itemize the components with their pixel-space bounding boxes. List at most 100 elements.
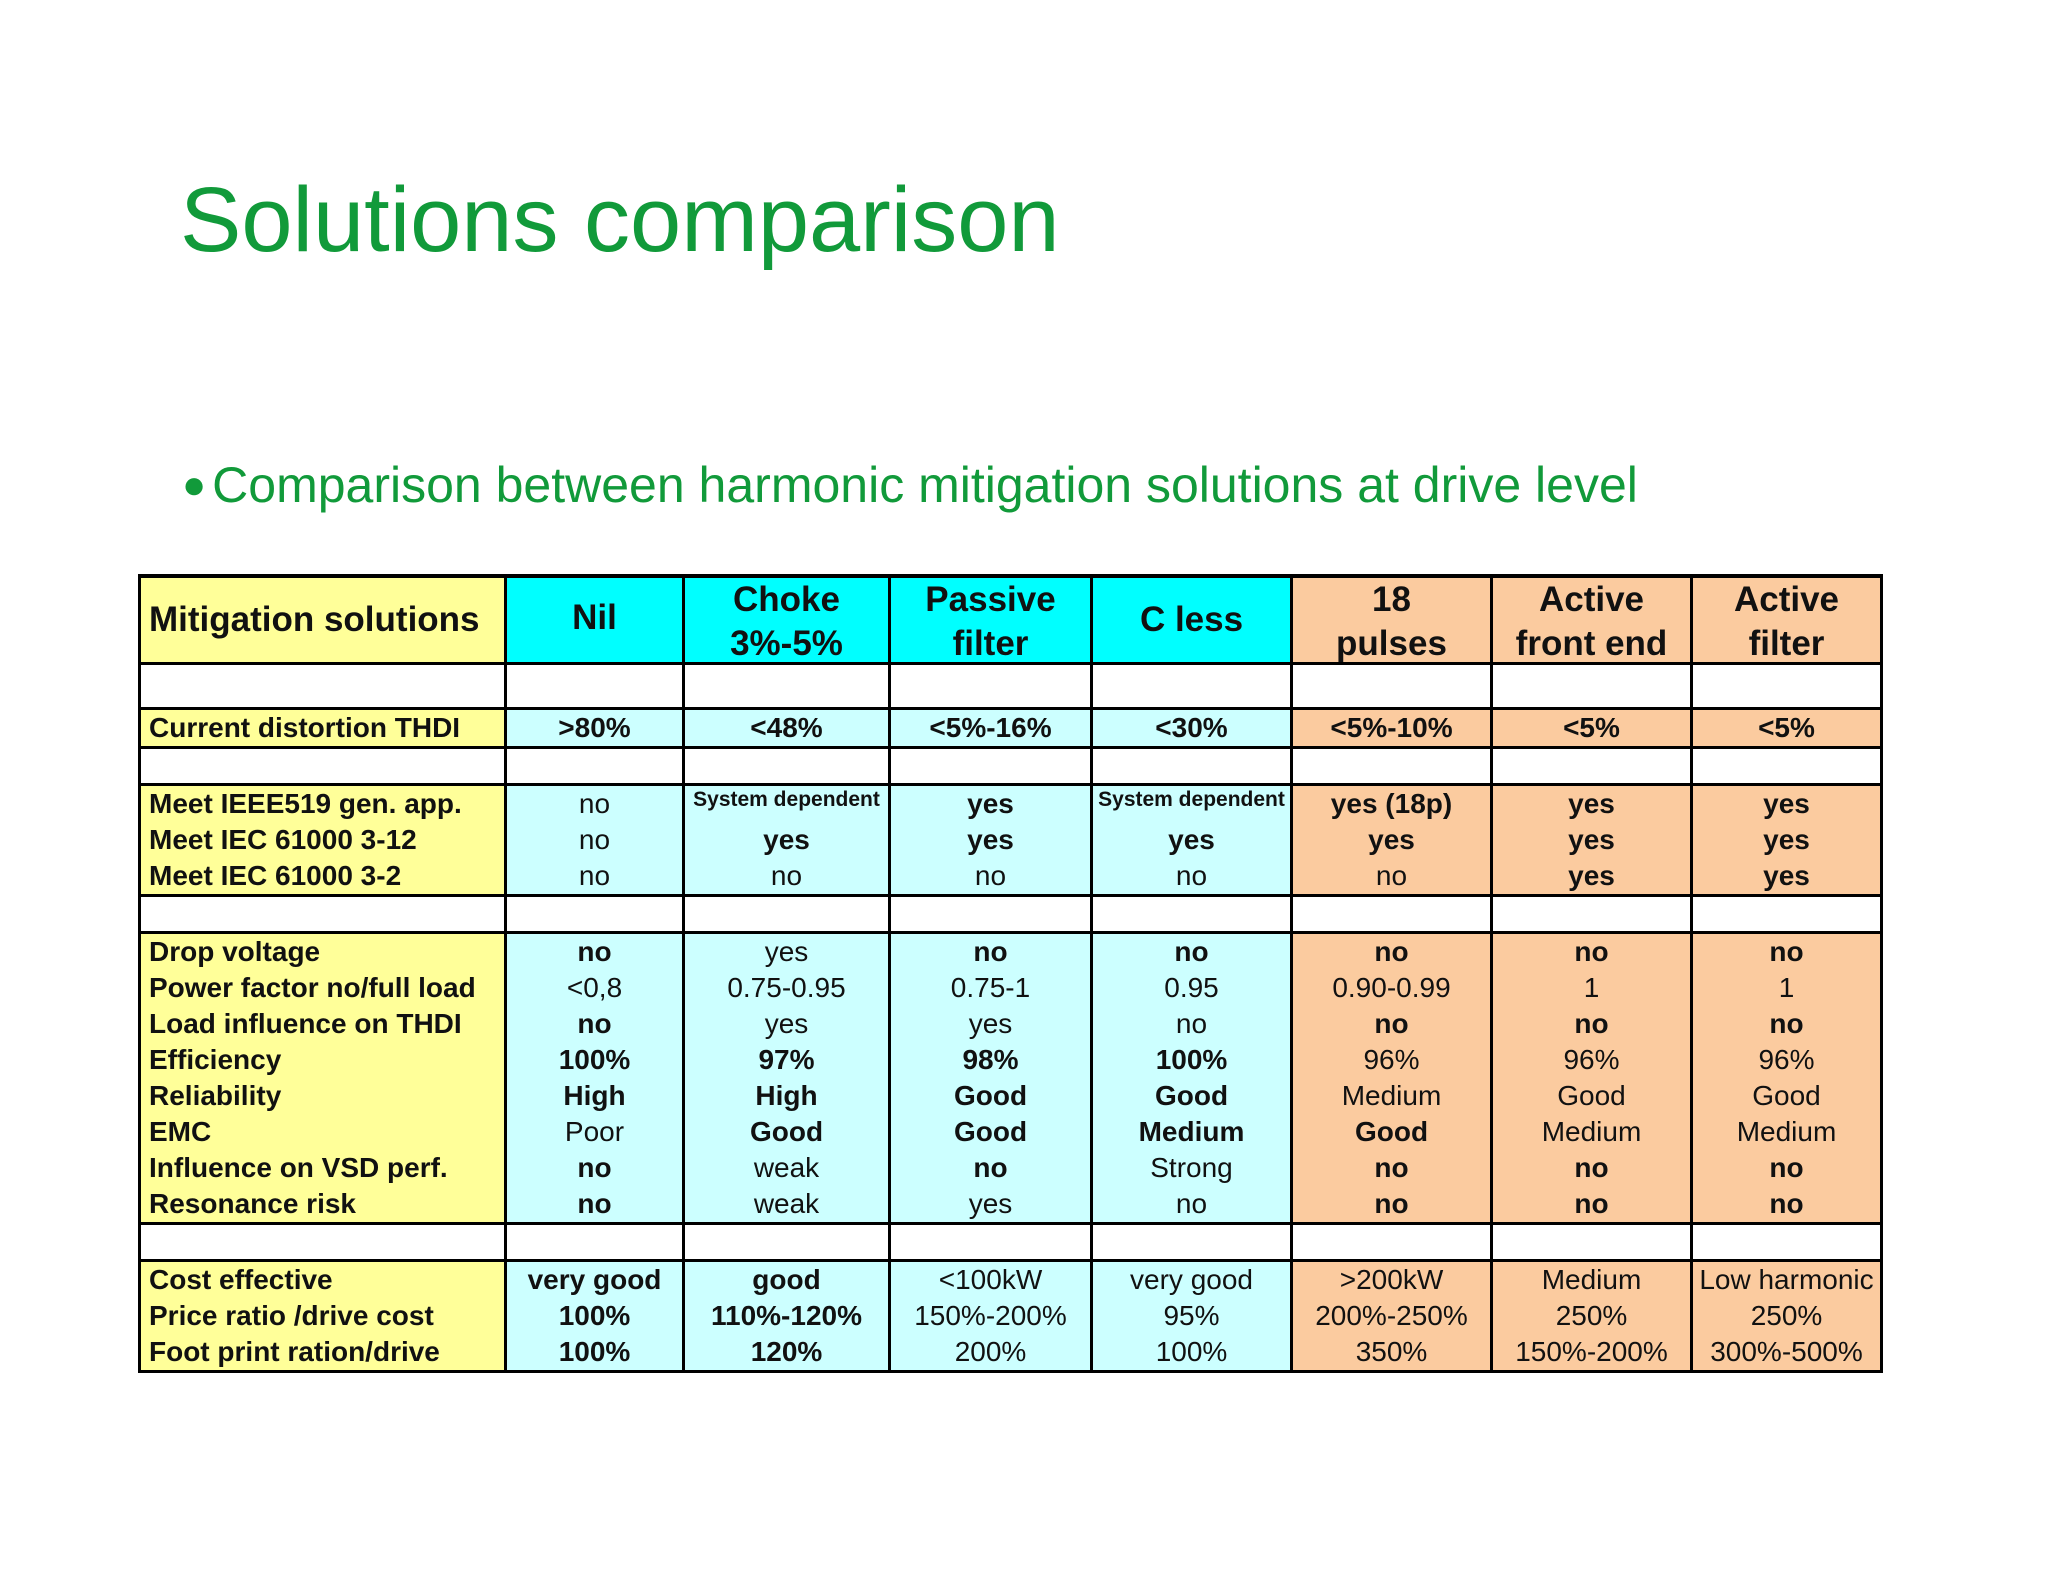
table-cell: <5% [1690,707,1883,749]
table-cell: weak [682,1186,891,1224]
table-cell: yes [1490,822,1693,858]
row-label: Cost effective [138,1260,507,1298]
table-cell: 96% [1690,1042,1883,1078]
table-cell: 100% [1090,1042,1293,1078]
table-row: Resonance risk no weak yes no no no no [138,1186,1883,1224]
table-cell: Good [888,1078,1093,1114]
table-cell: no [682,858,891,896]
table-cell: yes [1490,858,1693,896]
table-cell: 1 [1490,970,1693,1006]
table-cell: 0.75-1 [888,970,1093,1006]
table-cell: Poor [504,1114,685,1150]
table-cell: <48% [682,707,891,749]
table-cell: Medium [1290,1078,1493,1114]
spacer-row [138,1222,1883,1262]
table-cell: yes [1690,784,1883,822]
table-cell: 100% [1090,1334,1293,1373]
bullet-point: ● Comparison between harmonic mitigation … [182,456,1638,514]
header-c-less: C less [1090,574,1293,665]
table-cell: no [504,1150,685,1186]
table-cell: no [1490,1186,1693,1224]
table-cell: 97% [682,1042,891,1078]
row-label: Efficiency [138,1042,507,1078]
table-cell: no [1490,1006,1693,1042]
table-cell: <5% [1490,707,1693,749]
table-row: Efficiency 100% 97% 98% 100% 96% 96% 96% [138,1042,1883,1078]
row-label: Load influence on THDI [138,1006,507,1042]
spacer-row [138,662,1883,710]
table-cell: yes [1690,858,1883,896]
table-cell: yes [888,784,1093,822]
table-cell: <0,8 [504,970,685,1006]
comparison-table: Mitigation solutions Nil Choke 3%-5% Pas… [138,574,1883,1373]
table-cell: <5%-10% [1290,707,1493,749]
table-row: EMC Poor Good Good Medium Good Medium Me… [138,1114,1883,1150]
table-row: Current distortion THDI >80% <48% <5%-16… [138,707,1883,749]
table-cell: >200kW [1290,1260,1493,1298]
table-cell: 120% [682,1334,891,1373]
table-cell: no [888,932,1093,970]
table-cell: no [1290,932,1493,970]
table-cell: <100kW [888,1260,1093,1298]
table-cell: 110%-120% [682,1298,891,1334]
table-cell: Good [1690,1078,1883,1114]
table-cell: 95% [1090,1298,1293,1334]
table-cell: yes [1090,822,1293,858]
table-cell: Strong [1090,1150,1293,1186]
row-label: Reliability [138,1078,507,1114]
table-cell: 0.75-0.95 [682,970,891,1006]
table-cell: Good [888,1114,1093,1150]
table-cell: no [1090,932,1293,970]
table-cell: System dependent [1090,784,1293,822]
table-header-row: Mitigation solutions Nil Choke 3%-5% Pas… [138,574,1883,665]
table-cell: 250% [1690,1298,1883,1334]
table-cell: yes [682,1006,891,1042]
table-row: Price ratio /drive cost 100% 110%-120% 1… [138,1298,1883,1334]
table-cell: 100% [504,1334,685,1373]
slide-title: Solutions comparison [180,169,1060,271]
header-passive-filter: Passive filter [888,574,1093,665]
header-active-front-end: Active front end [1490,574,1693,665]
header-nil: Nil [504,574,685,665]
table-cell: Medium [1490,1260,1693,1298]
table-row: Meet IEC 61000 3-2 no no no no no yes ye… [138,858,1883,896]
table-row: Foot print ration/drive 100% 120% 200% 1… [138,1334,1883,1373]
table-cell: >80% [504,707,685,749]
table-cell: System dependent [682,784,891,822]
table-cell: Medium [1690,1114,1883,1150]
table-cell: yes [888,1186,1093,1224]
table-row: Drop voltage no yes no no no no no [138,932,1883,970]
header-mitigation-solutions: Mitigation solutions [138,574,507,665]
table-cell: 150%-200% [888,1298,1093,1334]
table-row: Meet IEC 61000 3-12 no yes yes yes yes y… [138,822,1883,858]
table-cell: Good [1490,1078,1693,1114]
table-cell: yes [1690,822,1883,858]
row-label: Meet IEC 61000 3-2 [138,858,507,896]
table-cell: good [682,1260,891,1298]
row-label: Foot print ration/drive [138,1334,507,1373]
table-cell: yes [682,932,891,970]
row-label: Resonance risk [138,1186,507,1224]
bullet-dot-icon: ● [182,463,207,507]
header-18-pulses: 18 pulses [1290,574,1493,665]
table-cell: 350% [1290,1334,1493,1373]
table-cell: yes [1490,784,1693,822]
table-cell: 96% [1490,1042,1693,1078]
table-cell: no [1690,1150,1883,1186]
table-cell: yes [888,1006,1093,1042]
row-label: EMC [138,1114,507,1150]
row-label: Price ratio /drive cost [138,1298,507,1334]
table-cell: 100% [504,1042,685,1078]
table-cell: no [1090,1186,1293,1224]
table-cell: 200%-250% [1290,1298,1493,1334]
table-cell: no [504,932,685,970]
table-row: Meet IEEE519 gen. app. no System depende… [138,784,1883,822]
table-cell: Medium [1090,1114,1293,1150]
spacer-row [138,894,1883,934]
table-cell: no [504,1186,685,1224]
table-cell: High [504,1078,685,1114]
table-cell: Good [1090,1078,1293,1114]
table-cell: no [1090,1006,1293,1042]
table-cell: no [504,822,685,858]
table-cell: no [1090,858,1293,896]
